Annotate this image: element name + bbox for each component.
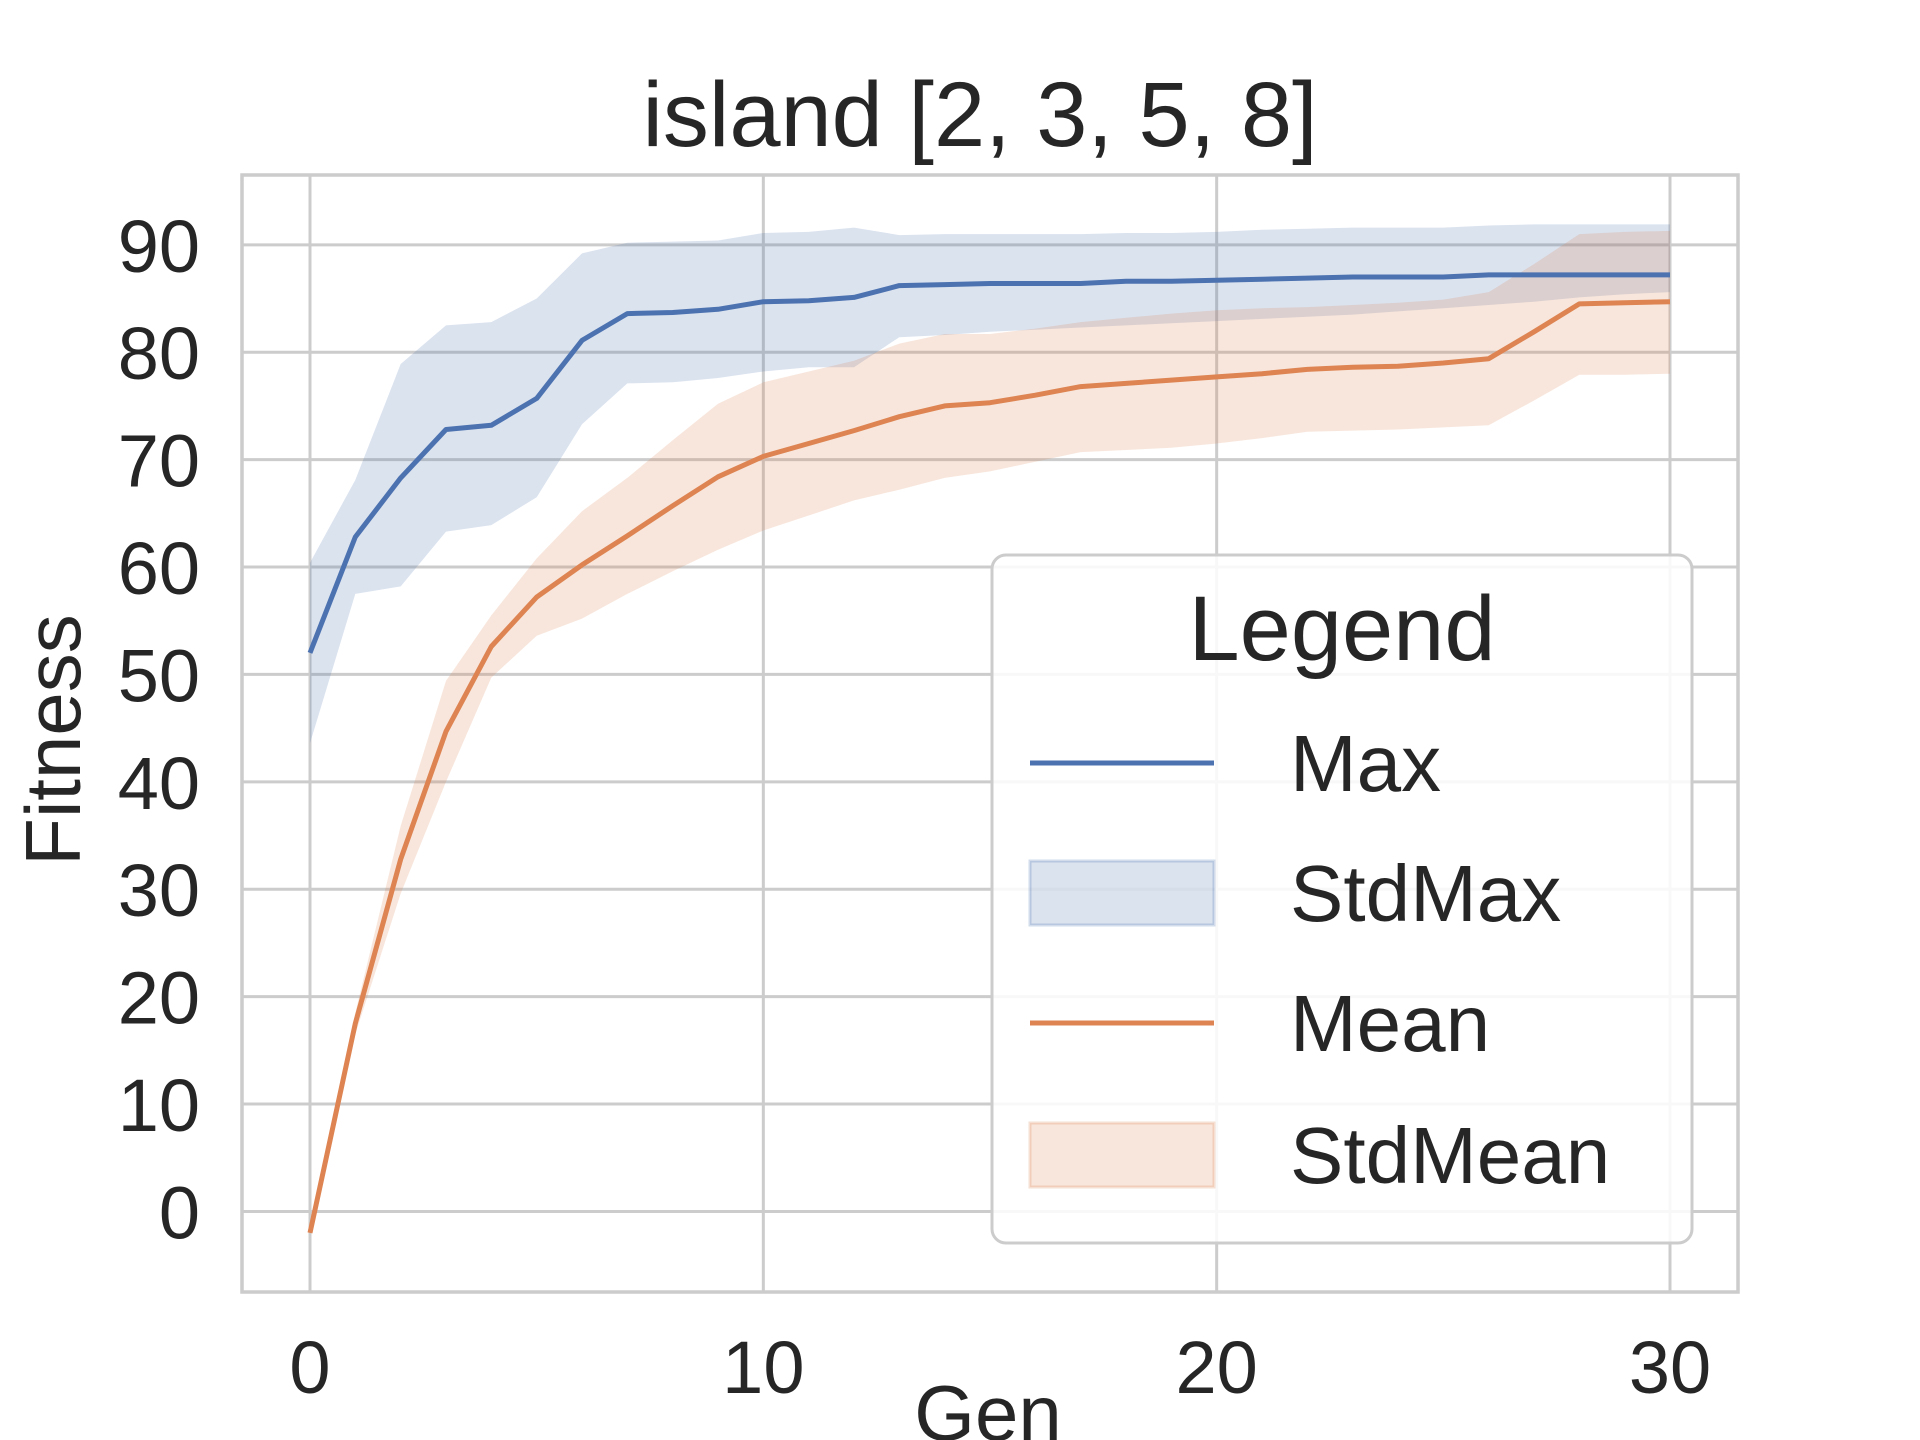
legend-label-max: Max bbox=[1290, 719, 1441, 808]
line-max bbox=[307, 272, 1670, 654]
y-tick-label: 50 bbox=[118, 634, 200, 717]
band-stdmax bbox=[310, 224, 1670, 744]
y-tick-label: 40 bbox=[118, 742, 200, 825]
legend-box bbox=[990, 553, 1694, 1245]
y-tick-label: 80 bbox=[118, 312, 200, 395]
legend-label-stdmean: StdMean bbox=[1290, 1111, 1610, 1200]
y-tick-label: 0 bbox=[159, 1171, 200, 1254]
x-tick-label: 30 bbox=[1629, 1326, 1711, 1409]
x-tick-label: 0 bbox=[289, 1326, 330, 1409]
y-tick-label: 30 bbox=[118, 849, 200, 932]
plot-border bbox=[240, 173, 1740, 1294]
legend: Legend Max StdMax Mean StdMean bbox=[990, 553, 1694, 1245]
grid bbox=[242, 175, 1738, 1292]
legend-label-mean: Mean bbox=[1290, 979, 1490, 1068]
y-tick-label: 90 bbox=[118, 205, 200, 288]
x-tick-label: 20 bbox=[1176, 1326, 1258, 1409]
tick-labels: 0 10 20 30 0 10 20 30 40 50 60 70 80 90 bbox=[118, 205, 1711, 1409]
plot-frame bbox=[240, 173, 1740, 1294]
line-layer bbox=[307, 272, 1671, 1234]
legend-swatch-stdmax bbox=[1028, 859, 1216, 927]
legend-label-stdmax: StdMax bbox=[1290, 849, 1561, 938]
y-axis-label: Fitness bbox=[9, 614, 97, 865]
legend-title: Legend bbox=[1189, 578, 1496, 680]
x-axis-label: Gen bbox=[914, 1369, 1061, 1440]
band-stdmean bbox=[310, 230, 1670, 1233]
chart-title: island [2, 3, 5, 8] bbox=[642, 64, 1317, 166]
x-tick-label: 10 bbox=[722, 1326, 804, 1409]
y-tick-label: 70 bbox=[118, 420, 200, 503]
line-mean bbox=[307, 299, 1671, 1234]
legend-swatch-stdmean bbox=[1028, 1121, 1216, 1189]
y-tick-label: 20 bbox=[118, 957, 200, 1040]
y-tick-label: 10 bbox=[118, 1064, 200, 1147]
y-tick-label: 60 bbox=[118, 527, 200, 610]
band-layer bbox=[310, 224, 1670, 1233]
